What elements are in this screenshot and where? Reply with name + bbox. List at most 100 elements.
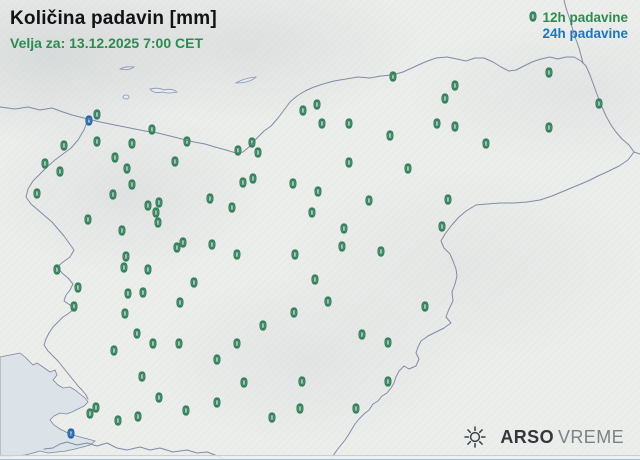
border-hungary-croatia bbox=[633, 151, 640, 155]
station-marker-12h: 0 bbox=[451, 119, 459, 134]
bottom-border-strip bbox=[0, 455, 640, 460]
station-marker-12h: 0 bbox=[249, 171, 257, 186]
station-marker-12h: 0 bbox=[389, 69, 397, 84]
station-marker-12h: 0 bbox=[254, 145, 262, 160]
station-marker-12h: 0 bbox=[118, 223, 126, 238]
station-marker-12h: 0 bbox=[84, 212, 92, 227]
station-marker-12h: 0 bbox=[53, 262, 61, 277]
page-title: Količina padavin [mm] bbox=[10, 8, 217, 29]
brand-name-arso: ARSO bbox=[500, 426, 554, 447]
station-marker-12h: 0 bbox=[384, 335, 392, 350]
station-marker-12h: 0 bbox=[139, 285, 147, 300]
station-marker-12h: 0 bbox=[109, 187, 117, 202]
legend-sample-marker: 0 bbox=[529, 9, 537, 24]
bottom-divider-line bbox=[0, 455, 640, 456]
sea-area bbox=[0, 352, 96, 458]
station-marker-12h: 0 bbox=[92, 400, 100, 415]
map-header: Količina padavin [mm] Velja za: 13.12.20… bbox=[10, 8, 217, 51]
station-marker-12h: 0 bbox=[175, 336, 183, 351]
station-marker-12h: 0 bbox=[313, 97, 321, 112]
station-marker-12h: 0 bbox=[441, 91, 449, 106]
station-marker-12h: 0 bbox=[213, 395, 221, 410]
border-austria-italy bbox=[0, 106, 89, 120]
station-marker-12h: 0 bbox=[239, 175, 247, 190]
station-marker-12h: 0 bbox=[208, 237, 216, 252]
station-marker-12h: 0 bbox=[111, 150, 119, 165]
station-marker-12h: 0 bbox=[110, 343, 118, 358]
station-marker-12h: 0 bbox=[128, 177, 136, 192]
station-marker-12h: 0 bbox=[182, 403, 190, 418]
station-marker-12h: 0 bbox=[268, 410, 276, 425]
arso-vreme-branding: ARSO VREME bbox=[462, 424, 624, 450]
station-marker-12h: 0 bbox=[345, 155, 353, 170]
station-marker-12h: 0 bbox=[233, 247, 241, 262]
station-marker-12h: 0 bbox=[190, 275, 198, 290]
station-marker-12h: 0 bbox=[324, 294, 332, 309]
station-marker-12h: 0 bbox=[149, 336, 157, 351]
station-marker-12h: 0 bbox=[545, 65, 553, 80]
lake-shape bbox=[118, 66, 136, 71]
station-marker-12h: 0 bbox=[173, 240, 181, 255]
station-marker-12h: 0 bbox=[444, 192, 452, 207]
station-marker-12h: 0 bbox=[386, 128, 394, 143]
legend-item-12h[interactable]: 0 12h padavine bbox=[529, 9, 628, 25]
station-marker-12h: 0 bbox=[128, 136, 136, 151]
station-marker-12h: 0 bbox=[345, 116, 353, 131]
station-marker-12h: 0 bbox=[138, 369, 146, 384]
station-marker-12h: 0 bbox=[148, 122, 156, 137]
station-marker-12h: 0 bbox=[451, 78, 459, 93]
station-marker-12h: 0 bbox=[384, 374, 392, 389]
station-marker-12h: 0 bbox=[154, 215, 162, 230]
station-marker-12h: 0 bbox=[213, 352, 221, 367]
station-marker-12h: 0 bbox=[152, 205, 160, 220]
brand-name: ARSO VREME bbox=[500, 427, 624, 448]
station-marker-12h: 0 bbox=[120, 260, 128, 275]
station-marker-12h: 0 bbox=[421, 299, 429, 314]
station-marker-12h: 0 bbox=[299, 103, 307, 118]
valid-time-label: Velja za: 13.12.2025 7:00 CET bbox=[10, 35, 204, 51]
station-marker-12h: 0 bbox=[308, 205, 316, 220]
station-marker-24h: 0 bbox=[67, 426, 75, 441]
station-marker-12h: 0 bbox=[259, 318, 267, 333]
station-marker-12h: 0 bbox=[298, 374, 306, 389]
station-marker-12h: 0 bbox=[595, 96, 603, 111]
station-marker-12h: 0 bbox=[233, 336, 241, 351]
legend-item-24h[interactable]: 24h padavine bbox=[530, 25, 628, 41]
station-marker-12h: 0 bbox=[133, 326, 141, 341]
station-marker-12h: 0 bbox=[114, 413, 122, 428]
station-marker-12h: 0 bbox=[86, 406, 94, 421]
station-marker-12h: 0 bbox=[124, 286, 132, 301]
station-marker-12h: 0 bbox=[93, 134, 101, 149]
station-marker-12h: 0 bbox=[291, 247, 299, 262]
border-slovenia-italy bbox=[25, 118, 89, 400]
brand-name-vreme: VREME bbox=[557, 426, 624, 447]
station-marker-12h: 0 bbox=[179, 235, 187, 250]
legend-label-12h[interactable]: 12h padavine bbox=[542, 9, 628, 25]
station-marker-12h: 0 bbox=[240, 375, 248, 390]
station-marker-12h: 0 bbox=[155, 195, 163, 210]
station-marker-12h: 0 bbox=[171, 154, 179, 169]
station-marker-12h: 0 bbox=[482, 136, 490, 151]
station-marker-12h: 0 bbox=[228, 200, 236, 215]
lake-shape bbox=[122, 94, 130, 100]
station-marker-12h: 0 bbox=[74, 280, 82, 295]
station-marker-12h: 0 bbox=[183, 134, 191, 149]
station-marker-12h: 0 bbox=[206, 191, 214, 206]
station-marker-12h: 0 bbox=[545, 120, 553, 135]
station-marker-12h: 0 bbox=[352, 401, 360, 416]
bottom-pale-strip bbox=[0, 456, 640, 459]
station-marker-12h: 0 bbox=[121, 306, 129, 321]
legend-label-24h[interactable]: 24h padavine bbox=[542, 25, 628, 41]
sun-icon bbox=[464, 426, 487, 448]
station-marker-12h: 0 bbox=[134, 409, 142, 424]
station-marker-12h: 0 bbox=[123, 161, 131, 176]
station-marker-12h: 0 bbox=[438, 219, 446, 234]
station-marker-12h: 0 bbox=[358, 327, 366, 342]
border-istria bbox=[43, 441, 223, 459]
station-marker-12h: 0 bbox=[122, 249, 130, 264]
station-marker-12h: 0 bbox=[365, 193, 373, 208]
station-marker-12h: 0 bbox=[155, 390, 163, 405]
station-marker-12h: 0 bbox=[433, 116, 441, 131]
station-marker-12h: 0 bbox=[176, 295, 184, 310]
